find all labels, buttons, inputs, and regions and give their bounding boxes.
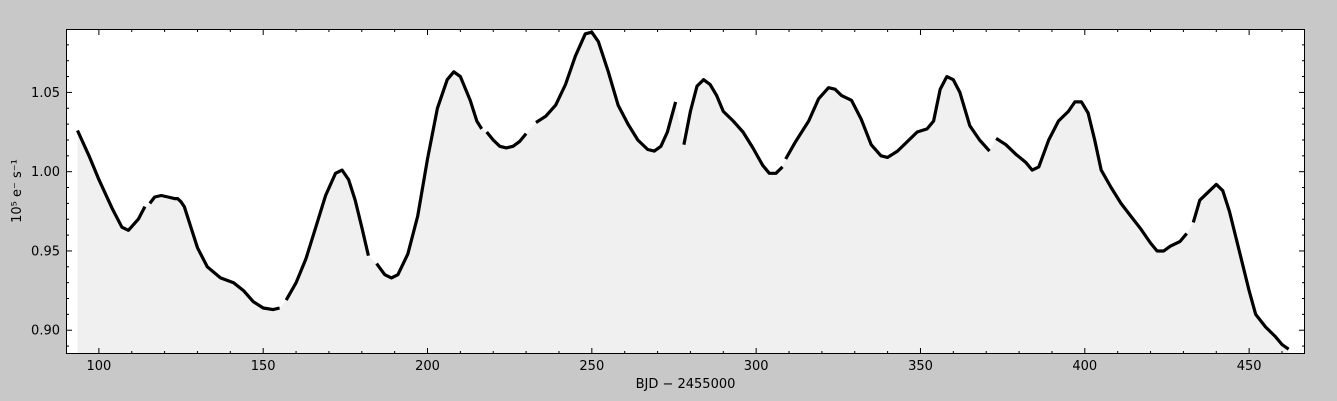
x-axis-label: BJD − 2455000 [636,377,736,392]
fill-layer [77,32,1289,354]
series-line-segment [784,75,991,160]
series-line-segment [148,193,280,312]
series-line-segment [1191,182,1290,351]
x-tick-label: 350 [908,359,933,374]
x-tick-label: 150 [251,359,276,374]
x-tick-label: 200 [415,359,440,374]
y-ticks: 0.90 0.95 1.00 1.05 [31,44,1305,347]
series-line-segment [375,70,484,280]
y-tick-label: 1.05 [31,86,60,101]
series-line-segment [535,30,678,153]
area-fill [77,32,1289,354]
y-tick-label: 1.00 [31,165,60,180]
x-tick-label: 100 [86,359,111,374]
x-tick-label: 450 [1237,359,1262,374]
series-line-segment [284,168,370,301]
series-layer [76,30,1290,351]
series-line-segment [485,130,528,150]
series-line-segment [995,100,1188,253]
x-tick-label: 400 [1072,359,1097,374]
y-axis-label: 10⁵ e⁻ s⁻¹ [10,159,25,223]
x-ticks: 100 150 200 250 300 350 400 450 [86,29,1283,374]
y-tick-label: 0.90 [31,324,60,339]
axes-frame [66,29,1305,354]
x-tick-label: 250 [579,359,604,374]
x-tick-label: 300 [744,359,769,374]
series-line-segment [682,78,784,175]
y-tick-label: 0.95 [31,244,60,259]
series-line-segment [76,129,147,232]
